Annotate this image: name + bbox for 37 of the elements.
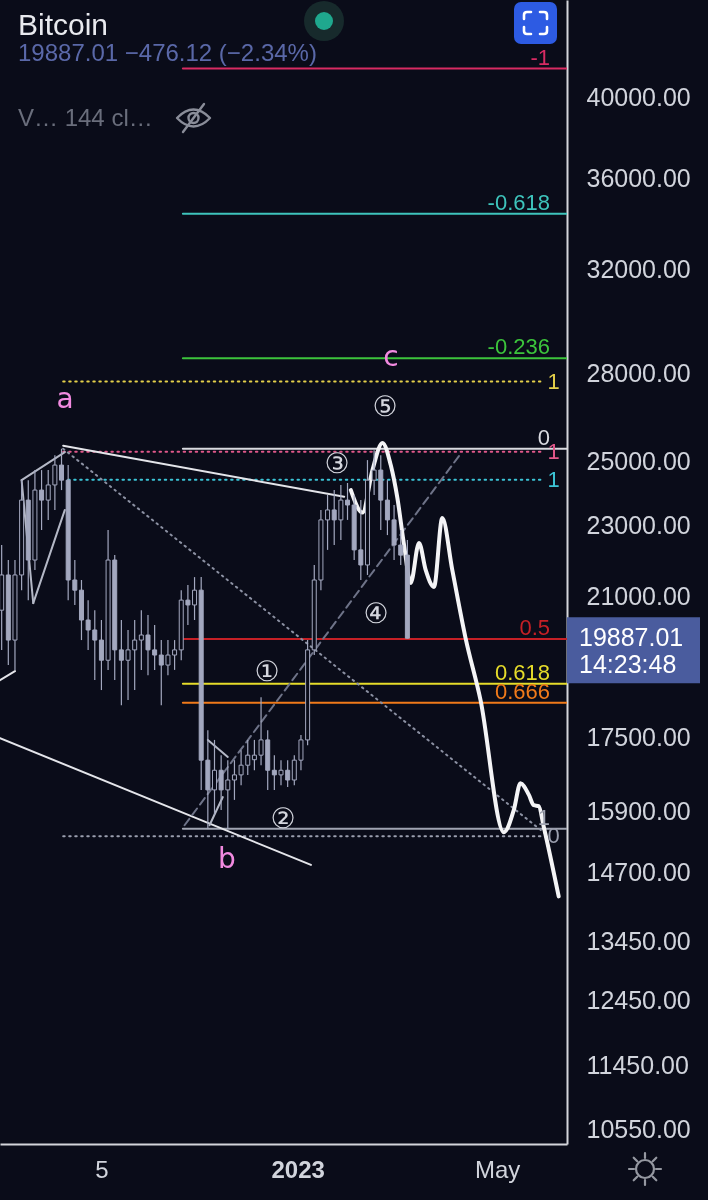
- y-tick-label: 13450.00: [586, 926, 691, 955]
- series-label: -1: [530, 44, 550, 70]
- y-tick-label: 17500.00: [586, 722, 691, 751]
- x-tick-label: 5: [95, 1155, 109, 1183]
- series-label: -0.236: [487, 334, 550, 360]
- y-tick-label: 12450.00: [586, 986, 691, 1015]
- text: 14:23:48: [579, 650, 677, 679]
- annotation: ①: [254, 655, 280, 688]
- y-tick-label: 36000.00: [586, 164, 691, 193]
- y-tick-label: 10550.00: [586, 1114, 691, 1143]
- y-tick-label: 23000.00: [586, 511, 691, 540]
- x-tick-label: May: [474, 1155, 521, 1183]
- text: 19887.01 −476.12 (−2.34%): [18, 39, 317, 66]
- series-label: 0: [537, 424, 550, 450]
- annotation: ④: [363, 597, 389, 630]
- annotation: V… 144 cl…: [18, 104, 153, 131]
- text: 19887.01: [579, 623, 684, 652]
- annotation: b: [218, 842, 236, 875]
- annotation: ②: [270, 802, 296, 835]
- annotation: a: [56, 382, 74, 415]
- series-label: -0.618: [487, 189, 550, 215]
- annotation: ⑤: [372, 390, 398, 423]
- y-tick-label: 32000.00: [586, 255, 691, 284]
- series-label: 0.5: [519, 614, 550, 640]
- chart-title: Bitcoin: [18, 8, 109, 41]
- annotation: ③: [324, 447, 350, 480]
- series-label: 0.618: [494, 659, 550, 685]
- x-tick-label: 2023: [271, 1155, 325, 1183]
- y-tick-label: 11450.00: [586, 1051, 689, 1080]
- y-tick-label: 14700.00: [586, 857, 691, 886]
- y-tick-label: 40000.00: [586, 82, 691, 111]
- series-label: 1: [547, 368, 560, 394]
- y-tick-label: 25000.00: [586, 446, 691, 475]
- y-tick-label: 15900.00: [586, 797, 691, 826]
- series-label: 1: [547, 466, 560, 492]
- y-tick-label: 21000.00: [586, 581, 691, 610]
- y-tick-label: 28000.00: [586, 358, 691, 387]
